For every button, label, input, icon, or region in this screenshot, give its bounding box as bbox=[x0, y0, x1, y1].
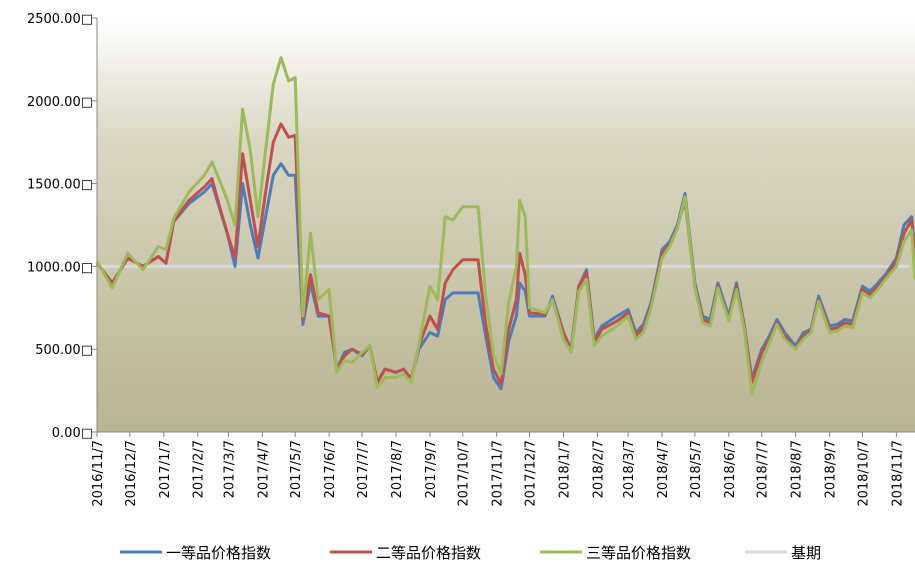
legend-label: 一等品价格指数 bbox=[166, 544, 271, 562]
x-tick-label: 2018/8/7 bbox=[790, 440, 805, 498]
x-tick-label: 2018/9/7 bbox=[824, 440, 839, 498]
x-tick-label: 2018/4/7 bbox=[656, 440, 671, 498]
x-tick-label: 2017/2/7 bbox=[192, 440, 207, 498]
x-tick-label: 2018/3/7 bbox=[622, 440, 637, 498]
x-tick-label: 2018/6/7 bbox=[723, 440, 738, 498]
y-tick-label: 1500.00□ bbox=[27, 178, 93, 193]
y-tick-label: 2500.00□ bbox=[27, 12, 93, 27]
x-tick-label: 2018/1/7 bbox=[557, 440, 572, 498]
x-tick-label: 2017/4/7 bbox=[256, 440, 271, 498]
x-tick-label: 2017/1/7 bbox=[158, 440, 173, 498]
x-tick-label: 2016/12/7 bbox=[124, 440, 139, 507]
legend-label: 基期 bbox=[791, 544, 821, 562]
x-tick-label: 2018/10/7 bbox=[856, 440, 871, 507]
x-tick-label: 2018/2/7 bbox=[591, 440, 606, 498]
x-tick-label: 2017/3/7 bbox=[222, 440, 237, 498]
x-tick-label: 2018/7/7 bbox=[756, 440, 771, 498]
x-tick-label: 2017/12/7 bbox=[524, 440, 539, 507]
legend-label: 二等品价格指数 bbox=[376, 544, 481, 562]
y-tick-label: 0.00□ bbox=[52, 426, 93, 441]
x-tick-label: 2017/5/7 bbox=[289, 440, 304, 498]
series-line bbox=[95, 122, 915, 386]
x-tick-label: 2017/11/7 bbox=[491, 440, 506, 507]
x-tick-label: 2018/5/7 bbox=[689, 440, 704, 498]
x-tick-label: 2017/9/7 bbox=[424, 440, 439, 498]
x-tick-label: 2018/11/7 bbox=[890, 440, 905, 507]
x-tick-label: 2017/7/7 bbox=[356, 440, 371, 498]
y-tick-label: 2000.00□ bbox=[27, 95, 93, 110]
x-tick-label: 2017/10/7 bbox=[457, 440, 472, 507]
y-tick-label: 500.00□ bbox=[35, 343, 93, 358]
series-line bbox=[95, 162, 915, 391]
series-line bbox=[95, 56, 915, 396]
x-tick-label: 2017/6/7 bbox=[323, 440, 338, 498]
x-tick-label: 2016/11/7 bbox=[91, 440, 106, 507]
legend-label: 三等品价格指数 bbox=[586, 544, 691, 562]
plot-area bbox=[97, 18, 915, 432]
y-tick-label: 1000.00□ bbox=[27, 260, 93, 275]
x-tick-label: 2017/8/7 bbox=[390, 440, 405, 498]
